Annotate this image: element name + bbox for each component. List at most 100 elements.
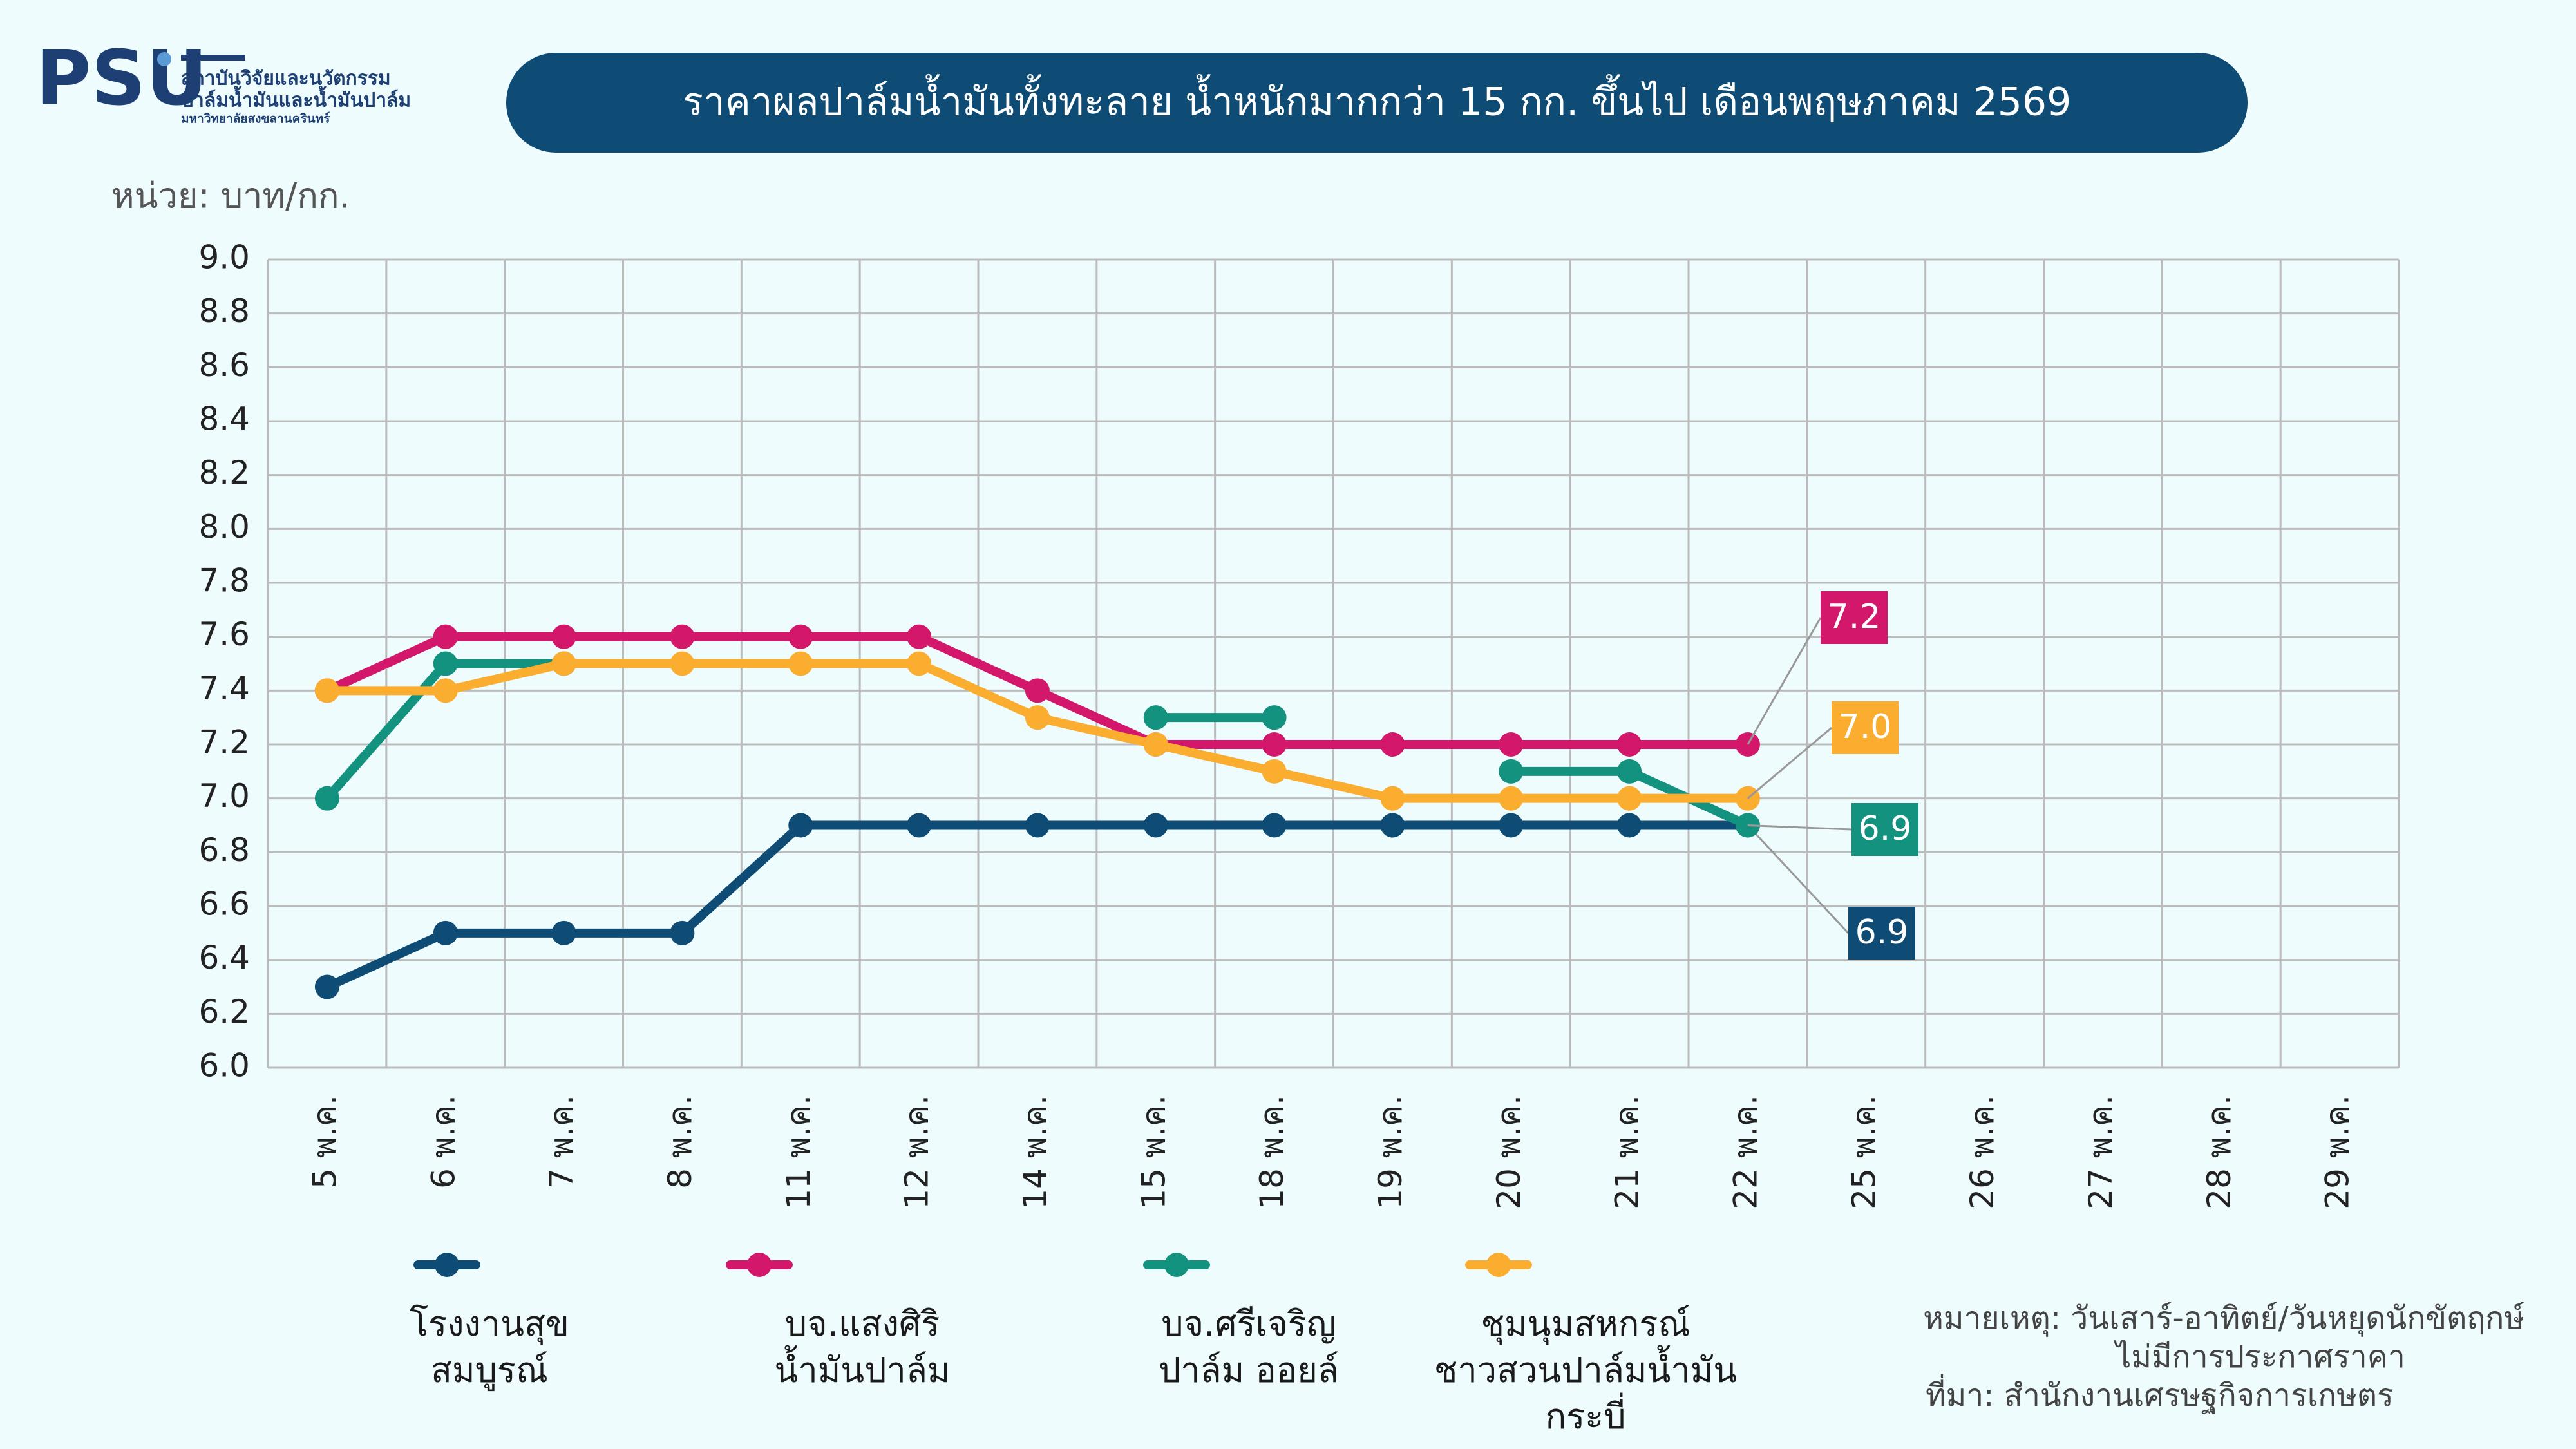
x-tick-label: 7 พ.ค. [543,1095,580,1189]
point [1380,786,1405,811]
x-tick-label: 27 พ.ค. [2082,1095,2119,1209]
y-tick-label: 8.2 [198,454,250,491]
x-tick-label: 26 พ.ค. [1964,1095,2001,1209]
point [1617,732,1642,757]
point [1262,732,1287,757]
y-tick-label: 6.0 [198,1047,250,1084]
leader-line [1747,824,1852,831]
point [907,813,932,838]
point [1617,786,1642,811]
point [433,678,458,703]
value-label: 6.9 [1855,913,1909,952]
value-label-box [1848,907,1915,960]
x-tick-label: 25 พ.ค. [1845,1095,1882,1209]
leader-line [1747,824,1850,934]
point [1025,813,1050,838]
point [1262,705,1287,730]
point [1617,759,1642,784]
point [551,651,576,676]
y-tick-label: 6.2 [198,993,250,1030]
value-label-box [1821,591,1888,644]
point [1499,813,1524,838]
y-tick-label: 8.6 [198,346,250,384]
note: หมายเหตุ: วันเสาร์-อาทิตย์/วันหยุดนักขัต… [1923,1300,2524,1337]
point [314,974,339,999]
point [433,624,458,649]
y-tick-label: 8.8 [198,292,250,330]
logo-line: ปาล์มน้ำมันและน้ำมันปาล์ม [181,86,411,112]
x-tick-label: 22 พ.ค. [1727,1095,1764,1209]
x-tick-label: 28 พ.ค. [2201,1095,2238,1209]
note: ไม่มีการประกาศราคา [2113,1339,2405,1375]
point [314,786,339,811]
legend-swatch-dot [1486,1253,1511,1277]
point [1499,759,1524,784]
leader-line [1747,726,1832,799]
point [1499,786,1524,811]
unit-label: หน่วย: บาท/กก. [111,176,350,216]
y-tick-label: 8.0 [198,508,250,545]
x-tick-label: 15 พ.ค. [1135,1095,1172,1209]
point [433,651,458,676]
x-tick-label: 11 พ.ค. [780,1095,817,1209]
legend-swatch-dot [1164,1253,1189,1277]
y-tick-label: 6.4 [198,939,250,976]
x-tick-label: 19 พ.ค. [1372,1095,1409,1209]
legend-swatch-dot [747,1253,772,1277]
x-tick-label: 6 พ.ค. [424,1095,462,1189]
y-tick-label: 7.6 [198,616,250,653]
point [907,651,932,676]
leader-line [1747,617,1822,745]
chart-title: ราคาผลปาล์มน้ำมันทั้งทะลาย น้ำหนักมากกว่… [683,74,2072,125]
value-label: 6.9 [1859,810,1912,848]
value-label-box [1852,803,1918,856]
point [1143,813,1168,838]
x-tick-label: 8 พ.ค. [661,1095,699,1189]
x-tick-label: 18 พ.ค. [1253,1095,1291,1209]
point [1617,813,1642,838]
x-tick-label: 21 พ.ค. [1609,1095,1646,1209]
point [1499,732,1524,757]
point [551,624,576,649]
point [1262,813,1287,838]
note: ที่มา: สำนักงานเศรษฐกิจการเกษตร [1926,1374,2394,1414]
point [1262,759,1287,784]
point [1380,732,1405,757]
point [1143,732,1168,757]
logo-line: มหาวิทยาลัยสงขลานครินทร์ [181,112,330,126]
legend-label: บจ.ศรีเจริญปาล์ม ออยล์ [1158,1303,1340,1390]
value-label: 7.0 [1839,708,1892,746]
point [907,624,932,649]
y-tick-label: 8.4 [198,401,250,438]
value-label: 7.2 [1828,598,1881,636]
y-tick-label: 7.0 [198,777,250,815]
title-pill [506,53,2248,153]
point [314,678,339,703]
logo-dot [157,52,171,66]
point [1380,813,1405,838]
logo-mark: PSU [35,33,207,122]
point [433,920,458,945]
legend-swatch-dot [435,1253,459,1277]
x-tick-label: 20 พ.ค. [1490,1095,1528,1209]
point [788,651,813,676]
y-tick-label: 7.8 [198,562,250,600]
x-tick-label: 5 พ.ค. [306,1095,343,1189]
y-tick-label: 9.0 [198,239,250,276]
legend-label: บจ.แสงศิริน้ำมันปาล์ม [774,1303,951,1390]
point [788,813,813,838]
point [1025,678,1050,703]
y-tick-label: 6.8 [198,831,250,869]
logo-line: สถาบันวิจัยและนวัตกรรม [181,68,391,90]
legend-label: ชุมนุมสหกรณ์ชาวสวนปาล์มน้ำมันกระบี่ [1434,1303,1738,1437]
x-tick-label: 29 พ.ค. [2319,1095,2356,1209]
logo-bar [181,55,245,61]
point [670,651,695,676]
y-tick-label: 7.4 [198,670,250,707]
y-tick-label: 6.6 [198,886,250,923]
point [670,624,695,649]
x-tick-label: 12 พ.ค. [898,1095,936,1209]
point [1025,705,1050,730]
